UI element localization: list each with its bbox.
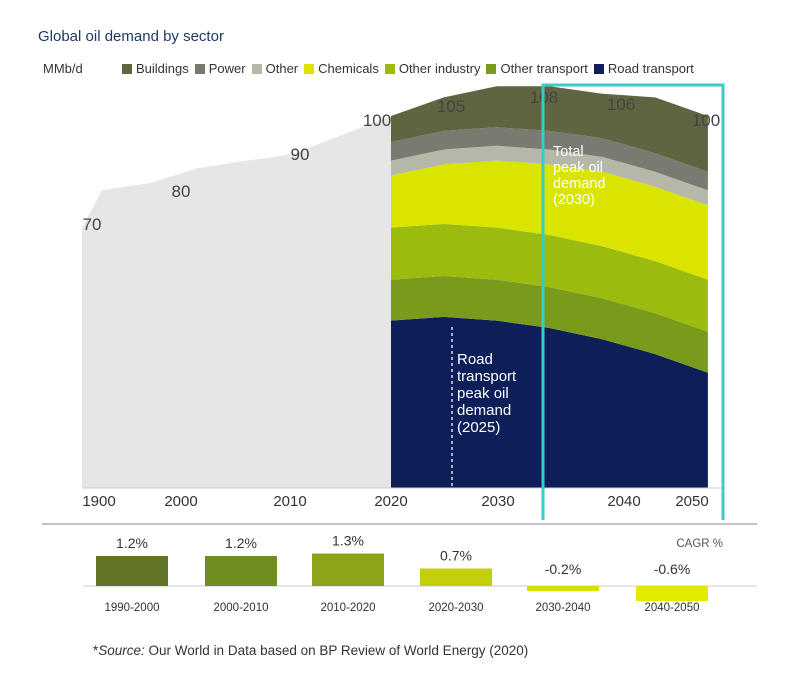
legend-swatch <box>122 63 132 74</box>
road-peak-annotation-line: transport <box>457 368 517 385</box>
road-peak-annotation-line: peak oil <box>457 385 509 402</box>
cagr-bar <box>527 586 599 591</box>
cagr-category-label: 2010-2020 <box>321 602 376 614</box>
legend-label: Power <box>208 61 246 76</box>
legend-label: Buildings <box>136 61 189 76</box>
total-value-label: 105 <box>437 97 465 116</box>
legend-item-road-transport: Road transport <box>593 61 694 76</box>
total-value-label: 80 <box>172 182 191 201</box>
historical-demand-area <box>82 116 391 488</box>
cagr-value-label: 1.2% <box>116 535 148 551</box>
legend-swatch <box>194 63 205 74</box>
oil-demand-area-chart: 1900 2000 2010 2020 2030 2040 2050 70 80 90 100 105… <box>82 83 725 520</box>
road-peak-annotation-line: demand <box>457 402 511 419</box>
legend-label: Other transport <box>500 61 588 76</box>
footnote-source-label: Source: <box>98 643 145 658</box>
highlight-box <box>541 83 725 520</box>
legend-swatch <box>304 63 315 74</box>
cagr-value-label: 1.2% <box>225 535 257 551</box>
unit-label: MMb/d <box>43 61 83 76</box>
area-other-industry <box>391 223 708 332</box>
cagr-category-label: 2000-2010 <box>214 602 269 614</box>
area-buildings <box>391 86 708 172</box>
area-power <box>391 127 708 191</box>
cagr-bar <box>312 553 384 586</box>
road-peak-annotation-line: Road <box>457 351 493 368</box>
legend-item-chemicals: Chemicals <box>304 61 379 76</box>
x-tick-label: 2000 <box>164 493 197 510</box>
legend-swatch <box>384 63 395 74</box>
legend-item-other-transport: Other transport <box>486 61 588 76</box>
area-other <box>391 145 708 206</box>
total-value-label: 70 <box>83 215 102 234</box>
area-chemicals <box>391 160 708 280</box>
legend-item-other: Other <box>251 61 299 76</box>
cagr-value-label: -0.2% <box>545 561 582 577</box>
total-value-label: 106 <box>607 95 635 114</box>
total-value-label: 90 <box>291 145 310 164</box>
cagr-value-label: 0.7% <box>440 548 472 564</box>
cagr-category-label: 2030-2040 <box>536 602 591 614</box>
cagr-bar <box>636 586 708 601</box>
footnote-text: Our World in Data based on BP Review of … <box>144 643 529 658</box>
x-tick-label: 2040 <box>607 493 640 510</box>
footnote-prefix: * <box>93 643 99 658</box>
cagr-value-label: 1.3% <box>332 533 364 549</box>
legend-label: Other <box>265 61 299 76</box>
x-tick-label: 2050 <box>675 493 708 510</box>
total-peak-annotation-line: (2030) <box>553 192 595 208</box>
x-tick-label: 2010 <box>273 493 306 510</box>
legend-swatch <box>486 63 497 74</box>
road-peak-annotation-line: (2025) <box>457 419 500 436</box>
area-other-transport <box>391 276 708 373</box>
x-tick-label: 2030 <box>481 493 514 510</box>
x-tick-label: 1900 <box>82 493 115 510</box>
cagr-bar <box>96 556 168 586</box>
total-peak-annotation-line: Total <box>553 144 584 160</box>
source-footnote: *Source: Our World in Data based on BP R… <box>93 643 528 658</box>
total-peak-annotation-line: demand <box>553 176 605 192</box>
x-tick-label: 2020 <box>374 493 407 510</box>
cagr-bar <box>205 556 277 586</box>
cagr-bar-chart: CAGR % 1.2% 1990-2000 1.2% 2000-2010 1.3% 2010… <box>42 523 757 614</box>
cagr-title: CAGR % <box>676 538 723 550</box>
total-peak-annotation-line: peak oil <box>553 160 603 176</box>
legend-swatch <box>251 63 262 74</box>
legend: Buildings Power Other Chemicals Other indust… <box>122 61 694 76</box>
legend-item-power: Power <box>194 61 246 76</box>
total-value-label: 100 <box>363 111 391 130</box>
cagr-category-label: 1990-2000 <box>105 602 160 614</box>
cagr-value-label: -0.6% <box>654 561 691 577</box>
legend-label: Chemicals <box>318 61 379 76</box>
chart-title: Global oil demand by sector <box>38 28 224 45</box>
legend-label: Other industry <box>398 61 481 76</box>
legend-item-buildings: Buildings <box>122 61 189 76</box>
area-road-transport <box>391 316 708 488</box>
cagr-category-label: 2040-2050 <box>645 602 700 614</box>
legend-item-other-industry: Other industry <box>384 61 481 76</box>
cagr-category-label: 2020-2030 <box>429 602 484 614</box>
total-value-label: 100 <box>692 111 720 130</box>
legend-label: Road transport <box>607 61 694 76</box>
cagr-bar <box>420 568 492 586</box>
legend-swatch <box>593 63 604 74</box>
